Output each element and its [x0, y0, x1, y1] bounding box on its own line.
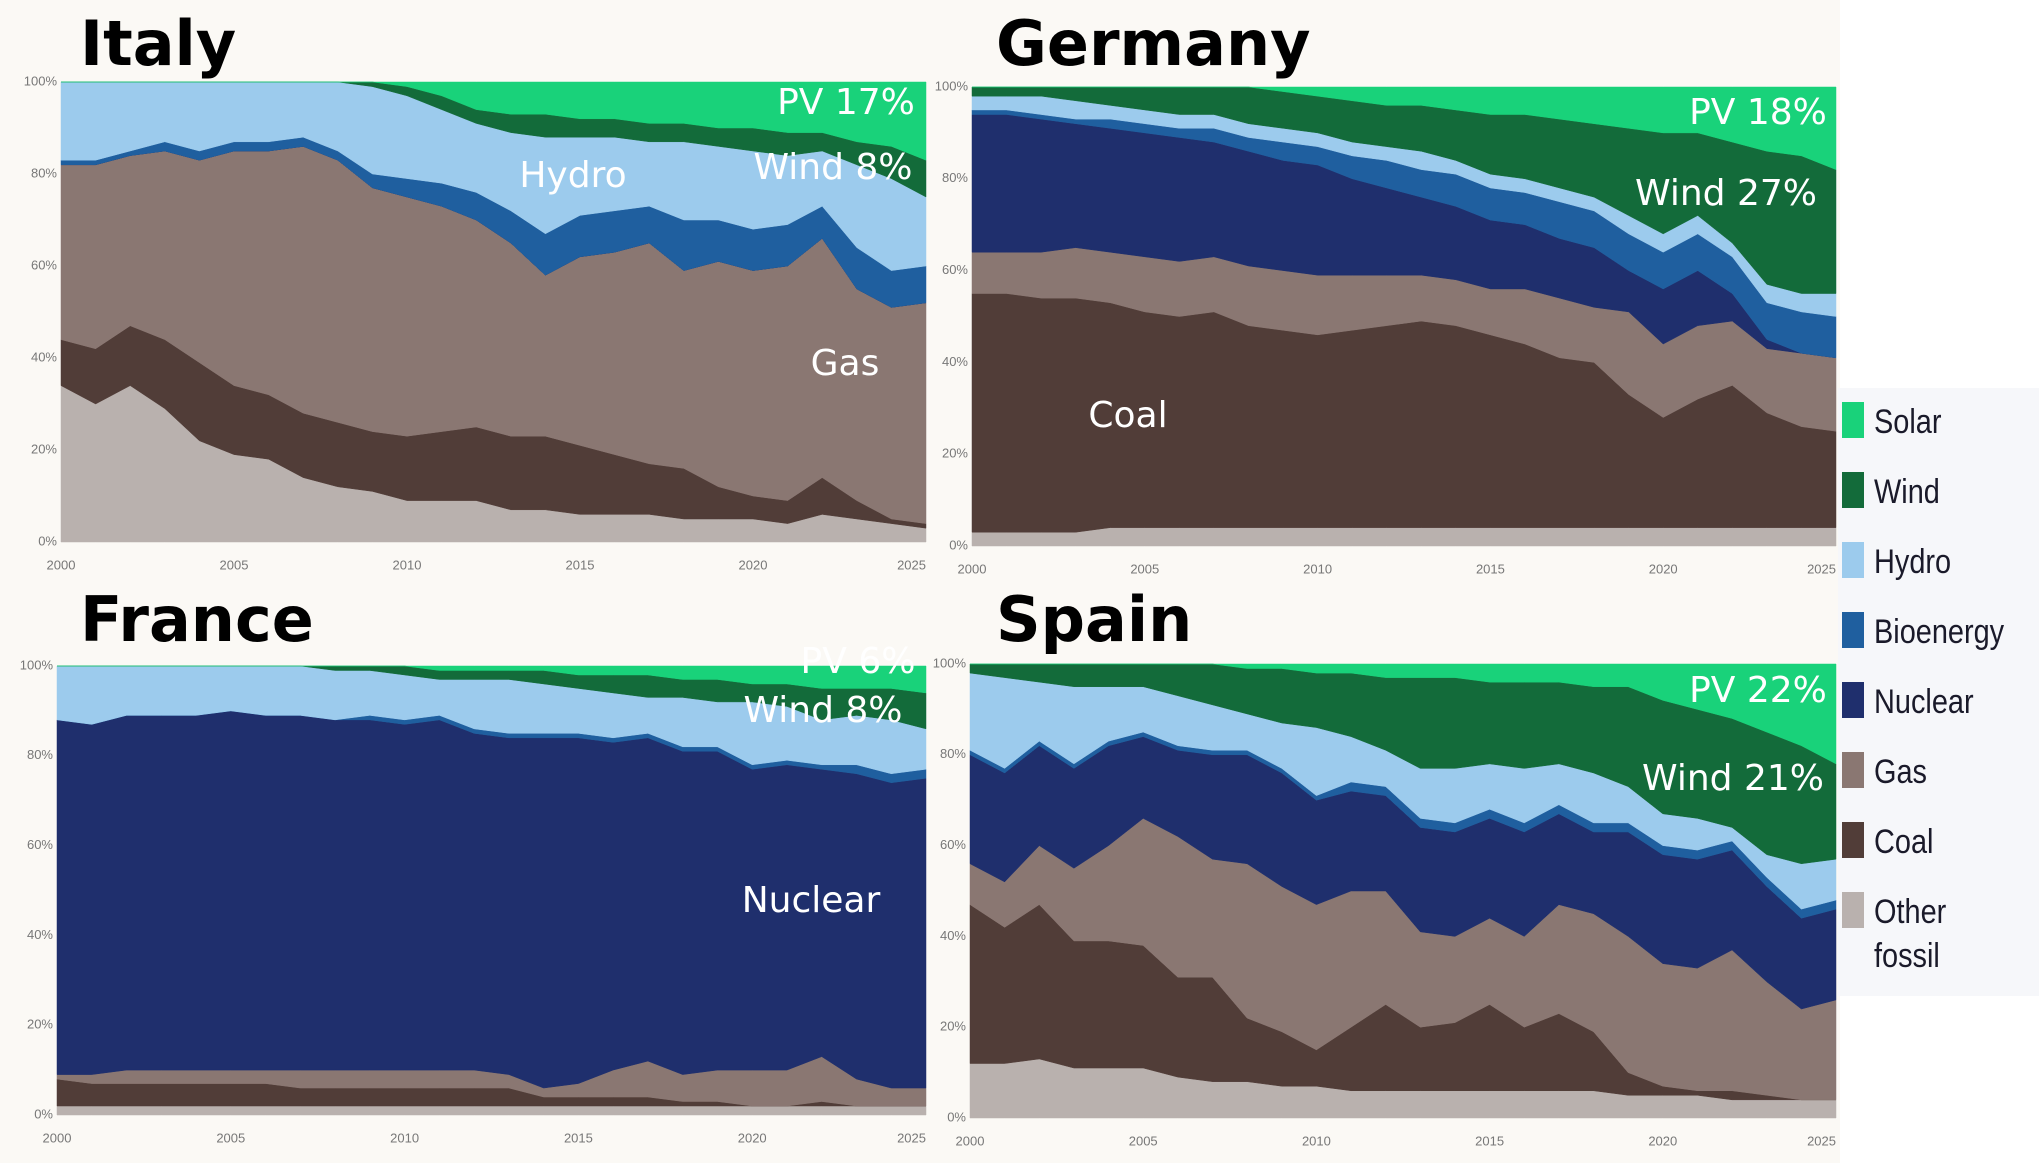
legend-item: Solar [1842, 400, 2037, 444]
x-tick-label: 2025 [897, 557, 926, 572]
legend-label: Other fossil [1874, 893, 1947, 975]
legend: Solar Wind Hydro Bioenergy Nuclear Gas Coal Oth… [1838, 388, 2039, 996]
area [972, 86, 1837, 170]
legend-swatch [1842, 472, 1864, 508]
y-tick-label: 100% [24, 73, 58, 88]
y-tick-label: 40% [27, 927, 53, 942]
x-tick-label: 2020 [1648, 1133, 1677, 1148]
x-tick-label: 2000 [958, 561, 987, 576]
annotation: PV 17% [777, 82, 915, 123]
x-tick-label: 2015 [1476, 561, 1505, 576]
legend-item: Wind [1842, 470, 2037, 514]
chart-title: France [80, 583, 314, 656]
annotation: Wind 27% [1635, 173, 1817, 214]
area [970, 663, 1837, 765]
x-tick-label: 2020 [738, 1130, 767, 1145]
y-tick-label: 100% [933, 655, 967, 670]
annotation: PV 22% [1689, 670, 1827, 711]
x-tick-label: 2010 [393, 557, 422, 572]
area [61, 81, 927, 161]
legend-label: Nuclear [1874, 683, 1974, 721]
x-tick-label: 2005 [1130, 561, 1159, 576]
x-tick-label: 2005 [216, 1130, 245, 1145]
area [57, 665, 927, 694]
x-tick-label: 2010 [1302, 1133, 1331, 1148]
x-tick-label: 2025 [1807, 561, 1836, 576]
x-tick-label: 2005 [1129, 1133, 1158, 1148]
y-tick-label: 20% [942, 446, 968, 461]
y-tick-label: 0% [34, 1106, 53, 1121]
legend-swatch [1842, 822, 1864, 858]
legend-swatch [1842, 542, 1864, 578]
y-tick-label: 0% [38, 533, 57, 548]
y-tick-label: 60% [942, 262, 968, 277]
annotation: Gas [811, 343, 880, 384]
legend-swatch [1842, 402, 1864, 438]
x-tick-label: 2010 [390, 1130, 419, 1145]
y-tick-label: 80% [942, 170, 968, 185]
y-tick-label: 60% [940, 837, 966, 852]
legend-item: Other fossil [1842, 890, 2037, 978]
area [56, 1105, 927, 1116]
annotation: PV 6% [801, 641, 916, 682]
legend-label: Wind [1874, 473, 1940, 511]
y-tick-label: 0% [949, 537, 968, 552]
x-tick-label: 2010 [1303, 561, 1332, 576]
legend-label: Coal [1874, 823, 1934, 861]
x-tick-label: 2015 [566, 557, 595, 572]
y-tick-label: 80% [31, 165, 57, 180]
legend-label: Bioenergy [1874, 613, 2005, 651]
x-tick-label: 2025 [897, 1130, 926, 1145]
y-tick-label: 40% [942, 354, 968, 369]
annotation: PV 18% [1689, 92, 1827, 133]
legend-item: Hydro [1842, 540, 2037, 584]
x-tick-label: 2000 [956, 1133, 985, 1148]
legend-swatch [1842, 752, 1864, 788]
legend-swatch [1842, 892, 1864, 928]
legend-item: Gas [1842, 750, 2037, 794]
y-tick-label: 100% [935, 78, 969, 93]
annotation: Wind 8% [743, 690, 902, 731]
x-tick-label: 2020 [1649, 561, 1678, 576]
y-tick-label: 80% [27, 747, 53, 762]
y-tick-label: 100% [20, 657, 54, 672]
legend-swatch [1842, 682, 1864, 718]
legend-label: Solar [1874, 403, 1942, 441]
x-tick-label: 2015 [564, 1130, 593, 1145]
y-tick-label: 60% [27, 837, 53, 852]
chart-title: Italy [80, 7, 236, 80]
annotation: Wind 21% [1642, 758, 1824, 799]
y-tick-label: 0% [947, 1109, 966, 1124]
legend-swatch [1842, 612, 1864, 648]
x-tick-label: 2000 [43, 1130, 72, 1145]
y-tick-label: 20% [27, 1017, 53, 1032]
annotation: Coal [1088, 395, 1167, 436]
y-tick-label: 20% [31, 441, 57, 456]
x-tick-label: 2005 [220, 557, 249, 572]
x-tick-label: 2015 [1475, 1133, 1504, 1148]
legend-item: Bioenergy [1842, 610, 2037, 654]
legend-item: Nuclear [1842, 680, 2037, 724]
y-tick-label: 60% [31, 257, 57, 272]
legend-label: Hydro [1874, 543, 1952, 581]
chart-title: Germany [996, 7, 1311, 80]
x-tick-label: 2000 [47, 557, 76, 572]
annotation: Hydro [519, 155, 626, 196]
area [971, 527, 1837, 547]
annotation: Wind 8% [753, 147, 912, 188]
y-tick-label: 20% [940, 1019, 966, 1034]
annotation: Nuclear [742, 880, 881, 921]
legend-label: Gas [1874, 753, 1928, 791]
y-tick-label: 40% [31, 349, 57, 364]
x-tick-label: 2020 [739, 557, 768, 572]
x-tick-label: 2025 [1807, 1133, 1836, 1148]
y-tick-label: 40% [940, 928, 966, 943]
y-tick-label: 80% [940, 746, 966, 761]
legend-item: Coal [1842, 820, 2037, 864]
chart-title: Spain [996, 583, 1192, 656]
